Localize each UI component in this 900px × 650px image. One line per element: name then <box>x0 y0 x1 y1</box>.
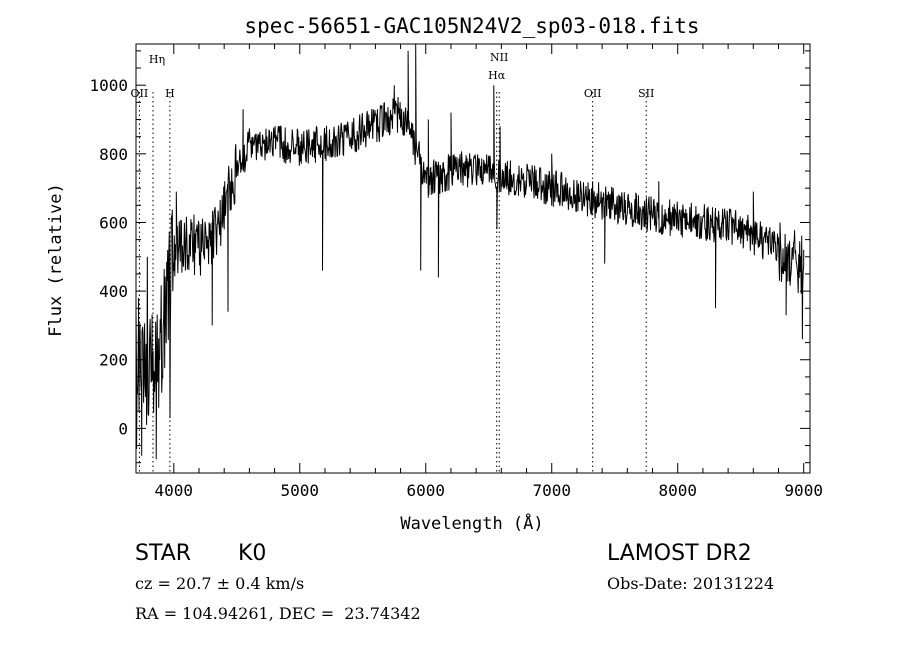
x-tick-label: 7000 <box>532 481 571 500</box>
y-tick-label: 800 <box>99 145 128 164</box>
spectrum-line <box>135 43 805 460</box>
spectral-line-label: NII <box>490 51 508 64</box>
spectral-line-label: OII <box>131 87 149 100</box>
spectral-line-label: SII <box>638 87 654 100</box>
x-tick-label: 8000 <box>658 481 697 500</box>
plot-frame <box>135 43 811 474</box>
y-tick-label: 0 <box>118 419 128 438</box>
y-tick-label: 1000 <box>89 76 128 95</box>
spectral-line-label: Hα <box>488 69 506 82</box>
x-axis-label: Wavelength (Å) <box>400 512 543 534</box>
x-tick-label: 5000 <box>281 481 320 500</box>
y-axis-label: Flux (relative) <box>46 183 66 337</box>
spectral-line-label: H <box>165 87 175 100</box>
spectral-line-label: OII <box>584 87 602 100</box>
x-tick-label: 4000 <box>155 481 194 500</box>
object-type: STAR <box>135 541 192 566</box>
chart-title: spec-56651-GAC105N24V2_sp03-018.fits <box>244 14 699 38</box>
x-tick-label: 6000 <box>406 481 445 500</box>
y-tick-label: 600 <box>99 213 128 232</box>
obs-date-text: Obs-Date: 20131224 <box>607 574 775 593</box>
survey-name: LAMOST DR2 <box>607 541 752 566</box>
spectral-line-label: Hη <box>149 53 165 66</box>
redshift-text: cz = 20.7 ± 0.4 km/s <box>135 574 305 593</box>
spectral-subclass: K0 <box>238 541 267 566</box>
plot-area: 4000 5000 6000 7000 8000 9000 0 200 400 600 800 100… <box>89 43 823 500</box>
x-tick-label: 9000 <box>784 481 823 500</box>
y-tick-label: 400 <box>99 282 128 301</box>
y-tick-label: 200 <box>99 351 128 370</box>
coordinates-text: RA = 104.94261, DEC = 23.74342 <box>135 604 421 623</box>
